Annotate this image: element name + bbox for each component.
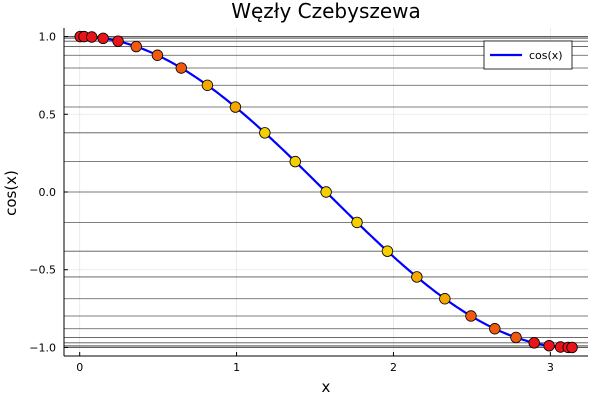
node-markers <box>74 30 578 354</box>
y-tick-label-3: 0.5 <box>39 108 57 121</box>
node-marker-21 <box>543 340 555 352</box>
node-marker-5 <box>130 40 142 53</box>
node-marker-6 <box>151 49 164 61</box>
node-marker-13 <box>351 216 363 229</box>
node-marker-20 <box>528 337 540 349</box>
node-marker-19 <box>510 331 522 344</box>
node-marker-3 <box>97 32 109 44</box>
x-ticks: 0 1 2 3 <box>76 352 554 374</box>
node-marker-2 <box>86 31 98 43</box>
node-marker-16 <box>439 293 451 305</box>
chart-title: Węzły Czebyszewa <box>231 0 421 23</box>
y-tick-label-1: −0.5 <box>29 264 56 277</box>
node-marker-12 <box>320 186 332 198</box>
y-tick-label-0: −1.0 <box>29 341 56 354</box>
node-marker-18 <box>489 323 501 335</box>
x-axis-label: x <box>322 378 331 396</box>
node-marker-9 <box>229 101 242 113</box>
node-marker-15 <box>411 271 423 283</box>
y-axis-label: cos(x) <box>2 170 20 216</box>
x-tick-label-0: 0 <box>76 361 83 374</box>
node-marker-14 <box>381 245 394 257</box>
y-ticks: −1.0 −0.5 0.0 0.5 1.0 <box>29 31 68 354</box>
legend: cos(x) <box>483 40 573 70</box>
y-tick-label-4: 1.0 <box>39 31 57 44</box>
legend-label-0: cos(x) <box>529 49 563 62</box>
node-marker-11 <box>289 155 301 168</box>
node-marker-10 <box>259 127 271 139</box>
node-marker-4 <box>112 35 124 47</box>
node-marker-8 <box>201 79 214 91</box>
node-marker-24 <box>566 341 578 354</box>
x-tick-label-1: 1 <box>233 361 240 374</box>
y-tick-label-2: 0.0 <box>39 186 57 199</box>
node-marker-7 <box>175 62 187 74</box>
node-marker-17 <box>465 310 477 322</box>
x-tick-label-2: 2 <box>390 361 397 374</box>
x-tick-label-3: 3 <box>547 361 554 374</box>
